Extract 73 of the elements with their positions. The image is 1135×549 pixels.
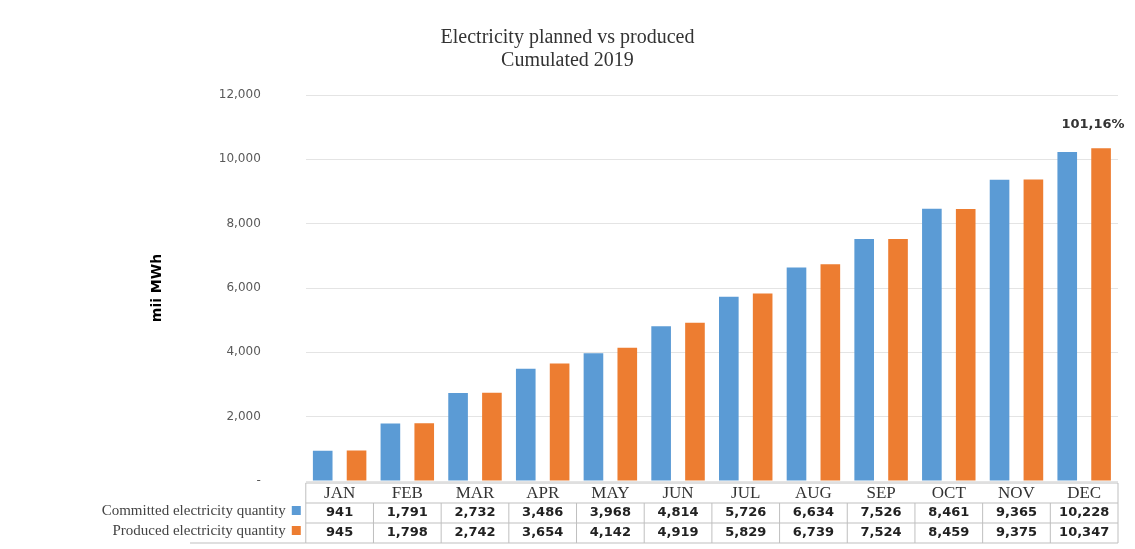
x-tick-label: OCT [931,483,967,503]
y-tick-label: - [256,473,261,488]
data-label: 8,459 [928,524,970,540]
data-label: 1,798 [386,524,428,540]
y-tick-label: 12,000 [218,87,261,102]
bar [583,353,604,481]
x-tick-label: FEB [391,483,423,503]
x-tick-label: DEC [1067,483,1102,503]
data-label: 941 [326,504,354,520]
bar [346,450,367,481]
data-label: 5,726 [725,504,767,520]
bar [617,347,638,481]
x-tick-label: SEP [866,483,896,503]
y-axis-title: mii MWh [148,253,165,323]
y-tick-label: 6,000 [226,280,261,295]
data-label: 8,461 [928,504,970,520]
data-label: 1,791 [386,504,428,520]
bar [414,423,435,481]
x-tick-label: JUL [731,483,761,503]
data-label: 9,375 [995,524,1038,540]
data-label: 4,142 [589,524,631,540]
data-label: 6,634 [792,504,834,520]
bar [786,267,807,481]
x-tick-label: NOV [998,483,1036,503]
data-label: 4,919 [657,524,699,540]
x-tick-label: JUN [662,483,694,503]
y-tick-label: 2,000 [226,408,261,423]
y-tick-label: 8,000 [226,215,261,230]
bar [989,179,1010,481]
legend-label: Produced electricity quantity [112,521,287,538]
bar [752,293,773,481]
data-label: 3,486 [522,504,564,520]
x-tick-label: APR [526,483,560,503]
y-tick-label: 4,000 [226,344,261,359]
data-label: 7,526 [860,504,902,520]
x-tick-label: AUG [795,483,832,503]
data-label: 5,829 [725,524,767,540]
bar [854,238,874,481]
data-label: 2,742 [454,524,496,540]
data-label: 3,654 [522,524,564,540]
bar [482,392,502,481]
bar [955,208,976,481]
x-tick-label: MAY [591,483,630,503]
y-tick-label: 10,000 [218,151,261,166]
bar [515,368,536,481]
data-label: 4,814 [657,504,699,520]
data-label: 945 [326,524,354,540]
legend-label: Committed electricity quantity [101,501,287,518]
bar [380,423,401,481]
data-label: 3,968 [589,504,631,520]
bar [1091,148,1111,481]
bar [719,296,739,481]
bar [685,322,705,481]
data-label: 2,732 [454,504,496,520]
bar [1023,179,1044,481]
bar [1057,152,1078,481]
bar [922,208,942,481]
bar [651,326,671,481]
bar [820,264,841,481]
x-tick-label: MAR [455,483,496,503]
data-label: 9,365 [995,504,1038,520]
chart-subtitle: Cumulated 2019 [500,48,635,71]
x-tick-label: JAN [324,483,356,503]
annotation: 101,16% [1061,115,1125,131]
bar [888,238,908,481]
data-label: 6,739 [792,524,834,540]
data-label: 10,228 [1059,504,1110,520]
bar [312,450,333,481]
bar [448,393,468,481]
chart-title: Electricity planned vs produced [439,25,696,48]
data-label: 7,524 [860,524,902,540]
bar [549,363,570,481]
data-label: 10,347 [1059,524,1110,540]
